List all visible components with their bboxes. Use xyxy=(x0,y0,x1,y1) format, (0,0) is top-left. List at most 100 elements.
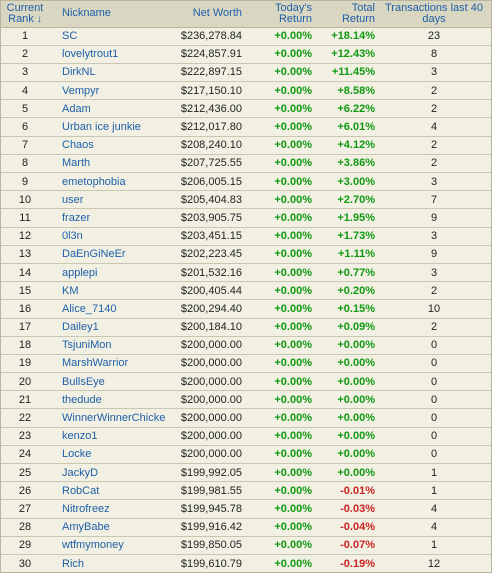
nickname-link[interactable]: JackyD xyxy=(62,466,99,479)
net-worth-cell: $200,000.00 xyxy=(166,336,244,355)
nickname-link[interactable]: frazer xyxy=(62,211,91,224)
nickname-link[interactable]: TsjuniMon xyxy=(62,339,112,352)
transactions-cell: 0 xyxy=(377,390,491,410)
nickname-link[interactable]: Adam xyxy=(62,102,91,115)
nickname-link[interactable]: Urban ice junkie xyxy=(62,121,141,134)
net-worth-cell: $207,725.55 xyxy=(166,154,244,174)
todays-return-cell: +0.00% xyxy=(244,536,314,555)
total-return-cell: -0.19% xyxy=(314,554,377,572)
transactions-cell: 4 xyxy=(377,117,491,137)
nickname-link[interactable]: user xyxy=(62,193,84,206)
nickname-link[interactable]: applepi xyxy=(62,266,98,279)
header-rank[interactable]: Current Rank ↓ xyxy=(1,1,49,28)
transactions-cell: 1 xyxy=(377,481,491,501)
nickname-link[interactable]: Dailey1 xyxy=(62,321,99,334)
transactions-cell: 2 xyxy=(377,281,491,301)
nickname-link[interactable]: KM xyxy=(62,284,79,297)
total-return-cell: +18.14% xyxy=(314,27,377,46)
nickname-link[interactable]: AmyBabe xyxy=(62,521,110,534)
nickname-link[interactable]: Marth xyxy=(62,157,91,170)
nickname-link[interactable]: Chaos xyxy=(62,139,94,152)
nickname-link[interactable]: Nitrofreez xyxy=(62,502,110,515)
transactions-cell: 12 xyxy=(377,554,491,572)
nickname-link[interactable]: SC xyxy=(62,30,78,43)
todays-return-cell: +0.00% xyxy=(244,99,314,119)
rank-cell: 14 xyxy=(1,263,49,283)
net-worth-cell: $203,905.75 xyxy=(166,208,244,228)
net-worth-cell: $212,017.80 xyxy=(166,117,244,137)
header-transactions[interactable]: Transactions last 40 days xyxy=(377,1,491,28)
nickname-link[interactable]: kenzo1 xyxy=(62,430,98,443)
nickname-link[interactable]: RobCat xyxy=(62,484,100,497)
nickname-cell: Chaos xyxy=(49,136,166,155)
todays-return-cell: +0.00% xyxy=(244,45,314,64)
nickname-link[interactable]: BullsEye xyxy=(62,375,105,388)
total-return-cell: +0.00% xyxy=(314,390,377,410)
header-total-return[interactable]: Total Return xyxy=(314,1,377,28)
nickname-link[interactable]: Locke xyxy=(62,448,92,461)
table-row: 8 Marth $207,725.55 +0.00% +3.86% 2 xyxy=(1,154,491,174)
rank-cell: 26 xyxy=(1,481,49,501)
header-rank-label: Current Rank xyxy=(6,1,44,25)
nickname-link[interactable]: DaEnGiNeEr xyxy=(62,248,126,261)
total-return-cell: +0.00% xyxy=(314,372,377,392)
rank-cell: 30 xyxy=(1,554,49,572)
nickname-cell: AmyBabe xyxy=(49,518,166,537)
header-todays-return[interactable]: Today's Return xyxy=(244,1,314,28)
net-worth-cell: $203,451.15 xyxy=(166,227,244,246)
nickname-cell: WinnerWinnerChickenD xyxy=(49,408,166,428)
rank-cell: 29 xyxy=(1,536,49,555)
nickname-link[interactable]: Vempyr xyxy=(62,84,100,97)
total-return-cell: +6.01% xyxy=(314,117,377,137)
transactions-cell: 0 xyxy=(377,427,491,446)
rank-cell: 25 xyxy=(1,463,49,483)
net-worth-cell: $200,000.00 xyxy=(166,408,244,428)
table-row: 14 applepi $201,532.16 +0.00% +0.77% 3 xyxy=(1,263,491,283)
nickname-cell: lovelytrout1 xyxy=(49,45,166,64)
header-net-worth[interactable]: Net Worth xyxy=(166,1,244,28)
nickname-link[interactable]: WinnerWinnerChickenD xyxy=(62,412,166,425)
table-row: 24 Locke $200,000.00 +0.00% +0.00% 0 xyxy=(1,445,491,465)
table-row: 15 KM $200,405.44 +0.00% +0.20% 2 xyxy=(1,281,491,301)
todays-return-cell: +0.00% xyxy=(244,499,314,519)
net-worth-cell: $217,150.10 xyxy=(166,81,244,101)
table-row: 6 Urban ice junkie $212,017.80 +0.00% +6.01%… xyxy=(1,117,491,137)
nickname-link[interactable]: DirkNL xyxy=(62,66,96,79)
nickname-link[interactable]: lovelytrout1 xyxy=(62,48,119,61)
nickname-cell: wtfmymoney xyxy=(49,536,166,555)
nickname-cell: DaEnGiNeEr xyxy=(49,245,166,264)
total-return-cell: +1.73% xyxy=(314,227,377,246)
transactions-cell: 3 xyxy=(377,172,491,192)
nickname-link[interactable]: Alice_7140 xyxy=(62,302,117,315)
todays-return-cell: +0.00% xyxy=(244,445,314,465)
rank-cell: 9 xyxy=(1,172,49,192)
nickname-link[interactable]: MarshWarrior xyxy=(62,357,129,370)
total-return-cell: +0.15% xyxy=(314,299,377,319)
total-return-cell: +0.00% xyxy=(314,408,377,428)
nickname-link[interactable]: thedude xyxy=(62,393,102,406)
rank-cell: 2 xyxy=(1,45,49,64)
net-worth-cell: $212,436.00 xyxy=(166,99,244,119)
header-nickname[interactable]: Nickname xyxy=(49,1,166,28)
nickname-link[interactable]: Rich xyxy=(62,557,85,570)
nickname-link[interactable]: emetophobia xyxy=(62,175,126,188)
rank-cell: 1 xyxy=(1,27,49,46)
table-row: 5 Adam $212,436.00 +0.00% +6.22% 2 xyxy=(1,99,491,119)
todays-return-cell: +0.00% xyxy=(244,245,314,264)
rank-cell: 23 xyxy=(1,427,49,446)
nickname-link[interactable]: wtfmymoney xyxy=(62,539,124,552)
net-worth-cell: $200,294.40 xyxy=(166,299,244,319)
nickname-link[interactable]: 0l3n xyxy=(62,230,83,243)
transactions-cell: 0 xyxy=(377,372,491,392)
rank-cell: 27 xyxy=(1,499,49,519)
total-return-cell: +0.00% xyxy=(314,427,377,446)
table-row: 21 thedude $200,000.00 +0.00% +0.00% 0 xyxy=(1,390,491,410)
table-row: 4 Vempyr $217,150.10 +0.00% +8.58% 2 xyxy=(1,81,491,101)
net-worth-cell: $200,000.00 xyxy=(166,354,244,374)
rank-cell: 13 xyxy=(1,245,49,264)
total-return-cell: +0.77% xyxy=(314,263,377,283)
todays-return-cell: +0.00% xyxy=(244,299,314,319)
sort-down-arrow-icon: ↓ xyxy=(36,13,42,25)
nickname-cell: Dailey1 xyxy=(49,318,166,337)
